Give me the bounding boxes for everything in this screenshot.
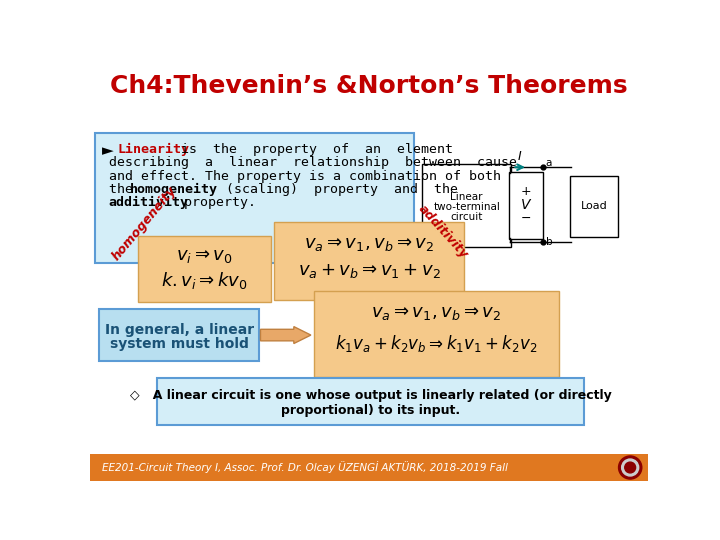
Text: two-terminal: two-terminal <box>433 202 500 212</box>
Text: $k.v_i \Rightarrow kv_0$: $k.v_i \Rightarrow kv_0$ <box>161 270 247 291</box>
Text: $v_a + v_b \Rightarrow v_1 + v_2$: $v_a + v_b \Rightarrow v_1 + v_2$ <box>297 262 441 280</box>
Text: homogeneity: homogeneity <box>130 183 218 195</box>
FancyBboxPatch shape <box>314 291 559 377</box>
FancyBboxPatch shape <box>94 132 414 262</box>
FancyBboxPatch shape <box>274 222 464 300</box>
Text: circuit: circuit <box>451 212 483 222</box>
Text: $V$: $V$ <box>520 198 533 212</box>
FancyBboxPatch shape <box>99 309 259 361</box>
FancyBboxPatch shape <box>570 177 618 237</box>
Text: +: + <box>521 185 531 198</box>
Text: $v_a \Rightarrow v_1, v_b \Rightarrow v_2$: $v_a \Rightarrow v_1, v_b \Rightarrow v_… <box>372 303 501 322</box>
Circle shape <box>621 459 639 476</box>
Text: is  the  property  of  an  element: is the property of an element <box>173 143 453 157</box>
FancyBboxPatch shape <box>138 236 271 302</box>
Text: a: a <box>546 158 552 167</box>
Circle shape <box>625 462 636 473</box>
Bar <box>90 455 648 481</box>
Text: $v_i \Rightarrow v_0$: $v_i \Rightarrow v_0$ <box>176 247 233 265</box>
FancyArrow shape <box>261 327 311 343</box>
Text: (scaling)  property  and  the: (scaling) property and the <box>210 183 458 195</box>
FancyBboxPatch shape <box>509 172 544 239</box>
Text: $I$: $I$ <box>518 150 523 163</box>
Text: property.: property. <box>168 195 256 208</box>
Text: Linear: Linear <box>451 192 483 202</box>
Text: system must hold: system must hold <box>109 336 248 350</box>
Text: $v_a \Rightarrow v_1, v_b \Rightarrow v_2$: $v_a \Rightarrow v_1, v_b \Rightarrow v_… <box>304 235 434 253</box>
Text: the: the <box>109 183 148 195</box>
FancyBboxPatch shape <box>158 378 585 425</box>
Circle shape <box>618 456 642 479</box>
Text: Linearity: Linearity <box>118 143 190 157</box>
Text: Ch4:Thevenin’s &Norton’s Theorems: Ch4:Thevenin’s &Norton’s Theorems <box>110 75 628 98</box>
Text: ►: ► <box>102 143 114 158</box>
Text: ◇   A linear circuit is one whose output is linearly related (or directly: ◇ A linear circuit is one whose output i… <box>130 389 611 402</box>
Text: EE201-Circuit Theory I, Assoc. Prof. Dr. Olcay ÜZENGİ AKTÜRK, 2018-2019 Fall: EE201-Circuit Theory I, Assoc. Prof. Dr.… <box>102 462 508 474</box>
Text: describing  a  linear  relationship  between  cause: describing a linear relationship between… <box>109 157 517 170</box>
Text: $k_1v_a + k_2v_b \Rightarrow k_1v_1 + k_2v_2$: $k_1v_a + k_2v_b \Rightarrow k_1v_1 + k_… <box>336 333 538 354</box>
Text: homogeneity: homogeneity <box>109 184 179 264</box>
Text: proportional) to its input.: proportional) to its input. <box>281 404 460 417</box>
Text: additivity: additivity <box>109 195 189 209</box>
Text: additivity: additivity <box>415 202 470 261</box>
Text: Load: Load <box>580 201 607 212</box>
Text: and effect. The property is a combination of both: and effect. The property is a combinatio… <box>109 170 500 183</box>
Text: In general, a linear: In general, a linear <box>104 323 253 336</box>
FancyBboxPatch shape <box>423 164 510 247</box>
Text: −: − <box>521 212 531 225</box>
Text: b: b <box>546 237 552 247</box>
